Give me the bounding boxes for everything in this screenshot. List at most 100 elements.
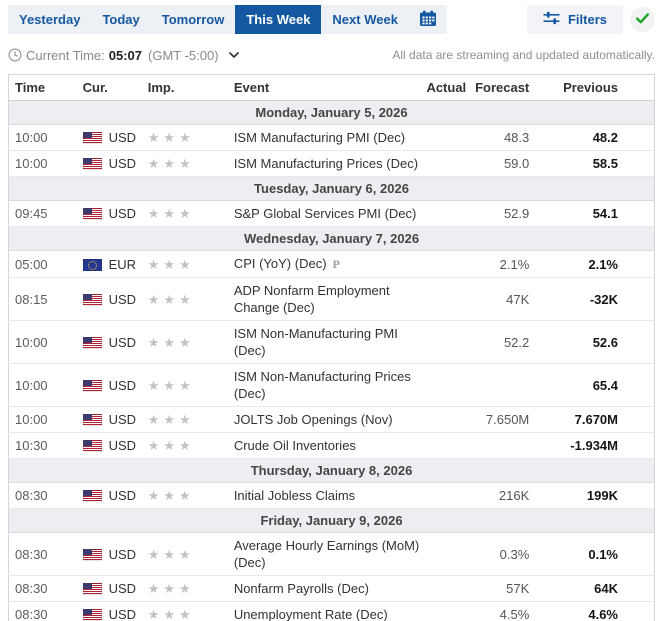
us-flag-icon	[82, 208, 102, 220]
currency-code: USD	[108, 488, 137, 503]
event-row[interactable]: 10:00 USD ★★★ ISM Manufacturing Prices (Dec…	[8, 150, 655, 177]
filters-button[interactable]: Filters	[526, 5, 623, 34]
event-forecast: 7.650M	[466, 406, 530, 433]
event-cell: ISM Non-Manufacturing PMI (Dec)	[225, 320, 425, 364]
view-tabs: Yesterday Today Tomorrow This Week Next Week	[8, 5, 447, 34]
event-previous: 199K	[529, 482, 655, 509]
event-forecast: 57K	[466, 575, 530, 602]
event-importance: ★★★	[147, 432, 226, 459]
us-flag-icon	[82, 609, 102, 621]
event-forecast: 47K	[466, 277, 530, 321]
eu-flag-icon	[82, 258, 102, 271]
col-time: Time	[8, 74, 83, 101]
event-cell: ISM Manufacturing Prices (Dec)	[225, 150, 425, 177]
event-cell: Initial Jobless Claims	[225, 482, 425, 509]
event-forecast	[466, 432, 530, 459]
event-actual	[424, 150, 467, 177]
event-currency: USD	[82, 320, 148, 364]
tab-yesterday[interactable]: Yesterday	[8, 5, 91, 34]
event-time: 10:00	[8, 406, 83, 433]
day-header-label: Tuesday, January 6, 2026	[8, 176, 655, 201]
event-name[interactable]: CPI (YoY) (Dec) P	[233, 256, 340, 271]
event-time: 08:30	[8, 575, 83, 602]
event-forecast: 216K	[466, 482, 530, 509]
events-table-body: Monday, January 5, 2026 10:00 USD ★★★ ISM Ma…	[8, 100, 655, 621]
event-previous: 65.4	[529, 363, 655, 407]
event-row[interactable]: 08:30 USD ★★★ Unemployment Rate (Dec) 4.5% 4.…	[8, 601, 655, 621]
us-flag-icon	[82, 379, 102, 392]
day-header-row: Thursday, January 8, 2026	[8, 458, 655, 483]
event-row[interactable]: 08:30 USD ★★★ Initial Jobless Claims 216K 199…	[8, 482, 655, 509]
event-time: 08:30	[8, 601, 83, 621]
timezone-value: (GMT -5:00)	[148, 47, 219, 63]
currency-code: USD	[108, 334, 137, 350]
event-row[interactable]: 10:00 USD ★★★ ISM Non-Manufacturing Prices …	[8, 363, 655, 407]
col-actual: Actual	[424, 74, 467, 101]
event-name[interactable]: ADP Nonfarm Employment Change (Dec)	[233, 283, 390, 315]
importance-stars-icon: ★★★	[147, 156, 195, 171]
event-cell: Unemployment Rate (Dec)	[225, 601, 425, 621]
event-name[interactable]: ISM Manufacturing PMI (Dec)	[233, 130, 406, 145]
us-flag-icon	[82, 490, 102, 502]
tab-tomorrow[interactable]: Tomorrow	[151, 5, 236, 34]
status-bar: Current Time: 05:07 (GMT -5:00) All data…	[8, 46, 655, 64]
event-name[interactable]: S&P Global Services PMI (Dec)	[233, 206, 417, 221]
event-currency: EUR	[82, 250, 148, 278]
event-actual	[424, 200, 467, 227]
event-name[interactable]: Unemployment Rate (Dec)	[233, 607, 388, 621]
event-actual	[424, 320, 467, 364]
event-time: 08:15	[8, 277, 83, 321]
tab-next-week[interactable]: Next Week	[321, 5, 409, 34]
event-name[interactable]: ISM Manufacturing Prices (Dec)	[233, 156, 419, 171]
event-name[interactable]: ISM Non-Manufacturing PMI (Dec)	[233, 326, 398, 358]
event-previous: 64K	[529, 575, 655, 602]
event-row[interactable]: 05:00 EUR ★★★ CPI (YoY) (Dec) P 2.1% 2.1%	[8, 250, 655, 278]
day-header-row: Monday, January 5, 2026	[8, 100, 655, 125]
event-currency: USD	[82, 150, 148, 177]
event-row[interactable]: 10:00 USD ★★★ ISM Non-Manufacturing PMI (De…	[8, 320, 655, 364]
event-previous: 2.1%	[529, 250, 655, 278]
event-forecast: 2.1%	[466, 250, 530, 278]
timezone-chevron-icon[interactable]	[228, 52, 239, 58]
importance-stars-icon: ★★★	[147, 256, 195, 272]
event-time: 10:00	[8, 124, 83, 151]
importance-stars-icon: ★★★	[147, 377, 195, 393]
event-row[interactable]: 08:30 USD ★★★ Nonfarm Payrolls (Dec) 57K 64K	[8, 575, 655, 602]
event-previous: 54.1	[529, 200, 655, 227]
event-actual	[424, 363, 467, 407]
col-currency: Cur.	[82, 74, 148, 101]
event-name[interactable]: JOLTS Job Openings (Nov)	[233, 412, 393, 427]
event-previous: 0.1%	[529, 532, 655, 576]
us-flag-icon	[82, 158, 102, 170]
event-name[interactable]: Crude Oil Inventories	[233, 438, 356, 453]
event-currency: USD	[82, 363, 148, 407]
event-name[interactable]: ISM Non-Manufacturing Prices (Dec)	[233, 369, 411, 401]
event-previous: 48.2	[529, 124, 655, 151]
event-row[interactable]: 08:15 USD ★★★ ADP Nonfarm Employment Change…	[8, 277, 655, 321]
us-flag-icon	[82, 583, 102, 595]
event-forecast: 52.2	[466, 320, 530, 364]
col-event: Event	[225, 74, 425, 101]
us-flag-icon	[82, 548, 102, 561]
event-row[interactable]: 09:45 USD ★★★ S&P Global Services PMI (Dec)…	[8, 200, 655, 227]
toolbar-right: Filters	[526, 5, 655, 34]
event-previous: 4.6%	[529, 601, 655, 621]
tab-this-week[interactable]: This Week	[235, 5, 322, 34]
currency-code: USD	[108, 130, 137, 145]
event-currency: USD	[82, 124, 148, 151]
event-row[interactable]: 10:00 USD ★★★ JOLTS Job Openings (Nov) 7.650…	[8, 406, 655, 433]
event-row[interactable]: 08:30 USD ★★★ Average Hourly Earnings (MoM)…	[8, 532, 655, 576]
event-importance: ★★★	[147, 482, 226, 509]
day-header-row: Wednesday, January 7, 2026	[8, 226, 655, 251]
streaming-enabled-toggle[interactable]	[630, 7, 655, 32]
us-flag-icon	[82, 132, 102, 144]
event-row[interactable]: 10:00 USD ★★★ ISM Manufacturing PMI (Dec) 48…	[8, 124, 655, 151]
event-name[interactable]: Average Hourly Earnings (MoM) (Dec)	[233, 538, 420, 570]
event-importance: ★★★	[147, 363, 226, 407]
tab-today[interactable]: Today	[91, 5, 150, 34]
event-row[interactable]: 10:30 USD ★★★ Crude Oil Inventories -1.934M	[8, 432, 655, 459]
date-picker-button[interactable]	[409, 5, 447, 34]
event-name[interactable]: Initial Jobless Claims	[233, 488, 356, 503]
event-name[interactable]: Nonfarm Payrolls (Dec)	[233, 581, 369, 596]
col-forecast: Forecast	[466, 74, 530, 101]
